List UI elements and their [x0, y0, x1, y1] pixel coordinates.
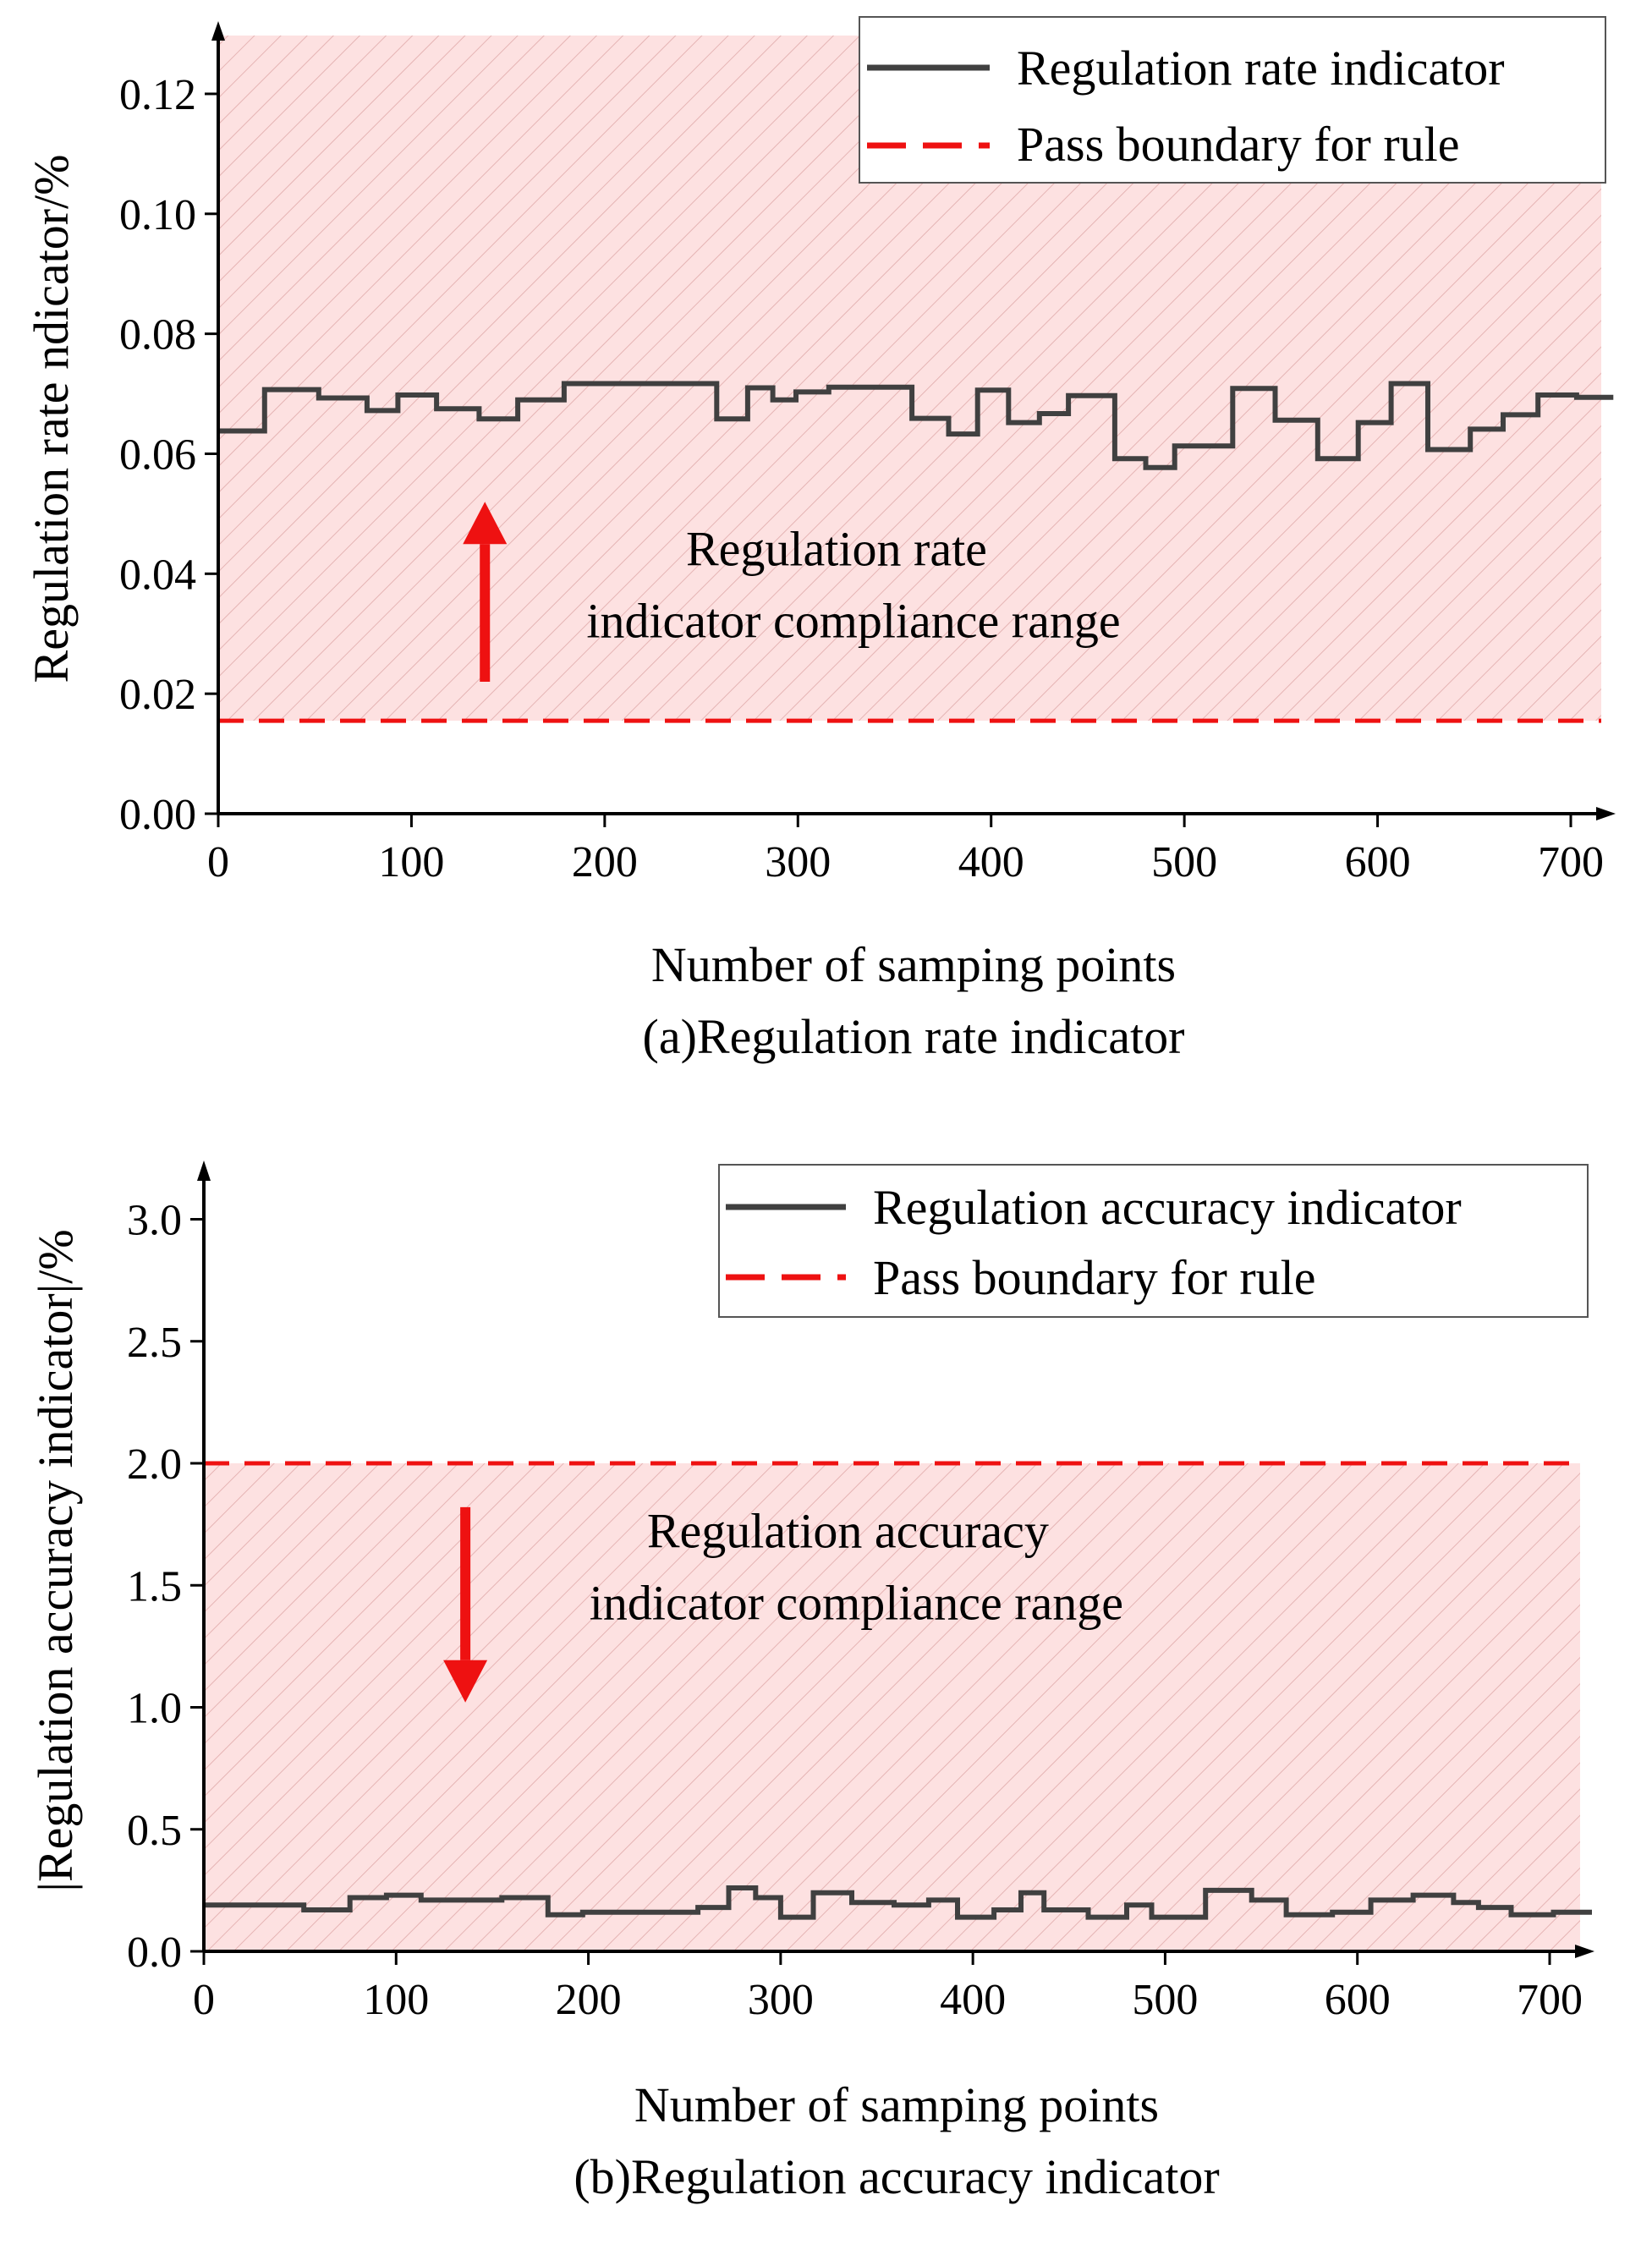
- chart-b-legend-box: [718, 1164, 1589, 1318]
- chart-a-legend-box: [859, 16, 1606, 184]
- chart-b-arrow-head: [443, 1660, 488, 1703]
- chart-b-x-tick-label: 700: [1517, 1976, 1583, 2024]
- chart-b-legend-series-label: Regulation accuracy indicator: [873, 1180, 1462, 1235]
- chart-a-x-tick-label: 600: [1345, 838, 1411, 886]
- chart-a: 0 100 200 300 400 500 600 700 0.00 0.02 0.04 0.06 0.…: [24, 16, 1616, 1064]
- chart-b-x-tick-label: 200: [556, 1976, 622, 2024]
- chart-a-ticks: 0 100 200 300 400 500 600 700 0.00 0.02 0.04 0.06 0.…: [119, 71, 1604, 886]
- chart-a-x-tick-label: 400: [958, 838, 1024, 886]
- chart-b-series-layer: [204, 1885, 1592, 1920]
- chart-b-series-line-0: [204, 1885, 1592, 1920]
- chart-a-y-tick-label: 0.04: [119, 551, 196, 599]
- chart-b-legend: Regulation accuracy indicator Pass bound…: [718, 1164, 1589, 1318]
- chart-a-y-tick-label: 0.00: [119, 791, 196, 839]
- chart-b-x-axis-title: Number of samping points: [634, 2077, 1159, 2132]
- chart-a-y-tick-label: 0.06: [119, 431, 196, 479]
- chart-b-y-tick-label: 1.5: [127, 1562, 182, 1610]
- chart-b-y-tick-label: 1.0: [127, 1685, 182, 1733]
- chart-a-y-tick-label: 0.10: [119, 191, 196, 239]
- chart-a-x-axis-arrow: [1596, 807, 1616, 820]
- chart-b-annotation-arrow: [443, 1506, 488, 1703]
- chart-a-y-axis-arrow: [211, 21, 225, 41]
- chart-b-x-tick-label: 100: [363, 1976, 429, 2024]
- chart-a-legend: Regulation rate indicator Pass boundary …: [859, 16, 1606, 184]
- chart-b-x-tick-label: 0: [193, 1976, 215, 2024]
- chart-b-y-axis-arrow: [197, 1160, 211, 1181]
- chart-b-y-tick-label: 0.0: [127, 1929, 182, 1977]
- chart-a-annotation-arrow: [463, 502, 508, 682]
- chart-a-y-tick-label: 0.12: [119, 71, 196, 119]
- chart-a-y-axis-title: Regulation rate ndicator/%: [24, 155, 79, 683]
- chart-a-x-tick-label: 200: [572, 838, 638, 886]
- chart-a-annotation-line1: Regulation rate: [686, 521, 987, 576]
- chart-a-x-tick-label: 300: [765, 838, 831, 886]
- chart-a-y-tick-label: 0.08: [119, 311, 196, 359]
- chart-a-y-tick-label: 0.02: [119, 671, 196, 719]
- chart-a-legend-series-label: Regulation rate indicator: [1017, 41, 1505, 96]
- chart-b-compliance-region: [204, 1463, 1580, 1951]
- chart-b-x-axis-arrow: [1575, 1945, 1594, 1958]
- chart-a-x-tick-label: 500: [1151, 838, 1217, 886]
- chart-b-y-tick-label: 0.5: [127, 1807, 182, 1855]
- chart-b-annotation-line1: Regulation accuracy: [647, 1504, 1049, 1559]
- chart-a-series-layer: [218, 381, 1614, 470]
- chart-a-x-axis-title: Number of samping points: [651, 937, 1176, 992]
- chart-b-x-tick-label: 300: [748, 1976, 814, 2024]
- chart-a-annotation-line2: indicator compliance range: [586, 593, 1120, 648]
- chart-b-y-tick-label: 3.0: [127, 1197, 182, 1245]
- chart-a-x-tick-label: 100: [378, 838, 444, 886]
- chart-a-caption: (a)Regulation rate indicator: [643, 1009, 1185, 1064]
- chart-b-y-tick-label: 2.0: [127, 1440, 182, 1489]
- chart-b-x-tick-label: 600: [1325, 1976, 1391, 2024]
- chart-b: 0 100 200 300 400 500 600 700 0.0 0.5 1.0 1.5 2.0 2.5…: [28, 1160, 1594, 2204]
- chart-b-caption: (b)Regulation accuracy indicator: [574, 2149, 1219, 2204]
- chart-b-annotation-line2: indicator compliance range: [590, 1576, 1123, 1631]
- chart-b-x-tick-label: 400: [940, 1976, 1006, 2024]
- chart-b-x-tick-label: 500: [1132, 1976, 1198, 2024]
- chart-b-y-tick-label: 2.5: [127, 1319, 182, 1367]
- chart-b-y-axis-title: |Regulation accuracy indicator|/%: [28, 1229, 83, 1891]
- chart-a-arrow-head: [463, 502, 508, 545]
- chart-a-series-line-0: [218, 381, 1614, 470]
- chart-a-legend-boundary-label: Pass boundary for rule: [1017, 117, 1460, 172]
- chart-a-x-tick-label: 0: [207, 838, 229, 886]
- chart-a-x-tick-label: 700: [1538, 838, 1604, 886]
- chart-b-legend-boundary-label: Pass boundary for rule: [873, 1250, 1316, 1305]
- chart-b-ticks: 0 100 200 300 400 500 600 700 0.0 0.5 1.0 1.5 2.0 2.5…: [127, 1197, 1583, 2025]
